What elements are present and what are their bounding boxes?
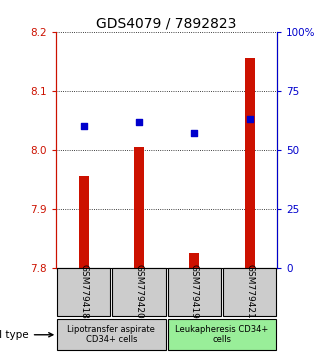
Bar (189, 252, 199, 268)
Bar (134, 147, 144, 268)
Title: GDS4079 / 7892823: GDS4079 / 7892823 (96, 17, 237, 31)
Bar (223, 268, 276, 316)
Bar (57, 319, 166, 350)
Point (136, 119, 142, 124)
Bar (57, 268, 110, 316)
Bar (168, 319, 276, 350)
Bar (79, 176, 89, 268)
Text: Lipotransfer aspirate
CD34+ cells: Lipotransfer aspirate CD34+ cells (67, 325, 155, 344)
Text: cell type: cell type (0, 330, 53, 340)
Text: GSM779418: GSM779418 (79, 264, 88, 319)
Point (81, 124, 86, 129)
Text: GSM779420: GSM779420 (135, 264, 144, 319)
Bar (168, 268, 221, 316)
Bar (245, 58, 254, 268)
Bar (113, 268, 166, 316)
Text: GSM779421: GSM779421 (245, 264, 254, 319)
Text: GSM779419: GSM779419 (190, 264, 199, 319)
Point (192, 131, 197, 136)
Point (247, 116, 252, 122)
Text: Leukapheresis CD34+
cells: Leukapheresis CD34+ cells (175, 325, 269, 344)
